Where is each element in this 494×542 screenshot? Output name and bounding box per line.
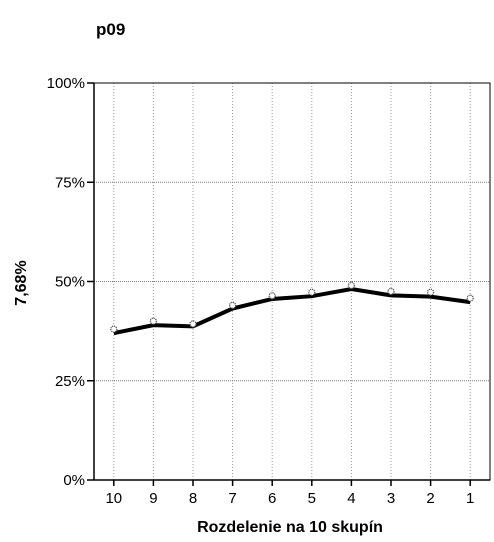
x-tick-label: 5 [308, 490, 316, 507]
labels-layer: 0% 25% 50% 75% 100% 10 9 8 7 6 5 4 3 2 1 [47, 75, 475, 507]
x-tick-label: 10 [105, 490, 122, 507]
y-tick-label: 75% [55, 174, 85, 191]
y-tick-label: 0% [63, 472, 85, 489]
y-tick-label: 25% [55, 373, 85, 390]
data-point-marker [268, 292, 276, 300]
x-tick-label: 8 [189, 490, 197, 507]
data-point-marker [347, 281, 356, 290]
chart-title: p09 [96, 20, 126, 39]
x-axis-title: Rozdelenie na 10 skupín [197, 519, 383, 536]
grid-layer [94, 83, 490, 480]
x-tick-label: 4 [347, 490, 355, 507]
data-point-marker [228, 301, 237, 309]
x-tick-label: 3 [387, 490, 395, 507]
series-line [113, 287, 471, 336]
data-point-marker [387, 287, 395, 296]
y-tick-label: 50% [55, 274, 85, 291]
data-point-marker [426, 288, 435, 296]
data-point-marker [149, 317, 158, 325]
series-layer [110, 281, 474, 336]
x-tick-label: 2 [426, 490, 434, 507]
data-point-marker [110, 325, 118, 333]
x-tick-label: 7 [228, 490, 236, 507]
x-tick-label: 1 [466, 490, 474, 507]
x-tick-label: 6 [268, 490, 276, 507]
data-point-marker [466, 294, 474, 302]
data-point-marker [189, 320, 197, 328]
x-tick-label: 9 [149, 490, 157, 507]
y-tick-label: 100% [47, 75, 85, 92]
data-point-marker [308, 288, 316, 296]
axes-layer [87, 82, 491, 486]
y-axis-title: 7,68% [13, 260, 30, 305]
